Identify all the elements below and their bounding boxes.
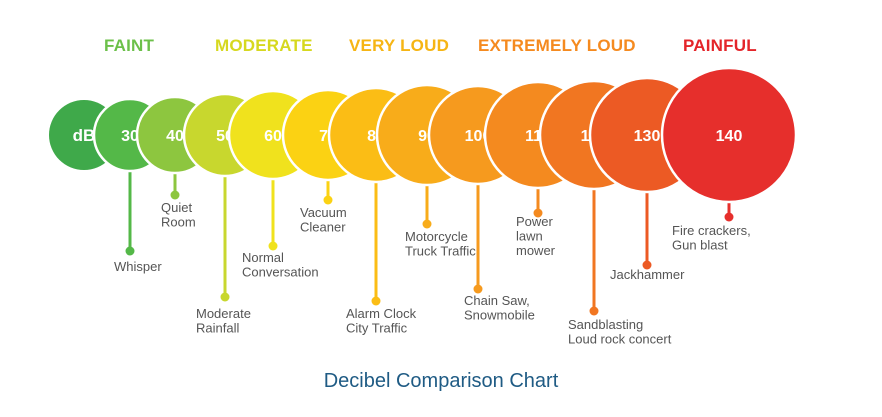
category-faint: FAINT bbox=[104, 36, 155, 55]
category-painful: PAINFUL bbox=[683, 36, 757, 55]
level-example-40: Quiet bbox=[161, 200, 192, 215]
category-moderate: MODERATE bbox=[215, 36, 313, 55]
level-example-40: Room bbox=[161, 215, 196, 230]
pin-dot-120 bbox=[589, 306, 599, 316]
category-extremely-loud: EXTREMELY LOUD bbox=[478, 36, 636, 55]
level-example-50: Moderate bbox=[196, 306, 251, 321]
pin-dot-100 bbox=[473, 284, 483, 294]
pin-dot-70 bbox=[323, 195, 333, 205]
pin-dot-80 bbox=[371, 296, 381, 306]
level-example-60: Conversation bbox=[242, 265, 319, 280]
level-example-90: Motorcycle bbox=[405, 229, 468, 244]
pin-dot-140 bbox=[724, 212, 734, 222]
level-example-130: Jackhammer bbox=[610, 267, 685, 282]
pin-dot-130 bbox=[642, 260, 652, 270]
level-example-80: City Traffic bbox=[346, 321, 408, 336]
level-example-140: Gun blast bbox=[672, 238, 728, 253]
pin-dot-30 bbox=[125, 246, 135, 256]
level-value-130: 130 bbox=[634, 128, 661, 145]
level-value-60: 60 bbox=[264, 128, 282, 145]
pin-dot-110 bbox=[533, 208, 543, 218]
level-example-100: Chain Saw, bbox=[464, 293, 530, 308]
level-example-110: Power bbox=[516, 214, 554, 229]
level-example-60: Normal bbox=[242, 250, 284, 265]
db-unit-label: dB bbox=[73, 126, 96, 145]
level-example-120: Sandblasting bbox=[568, 317, 643, 332]
level-value-140: 140 bbox=[716, 128, 743, 145]
level-example-110: mower bbox=[516, 243, 556, 258]
level-example-30: Whisper bbox=[114, 259, 162, 274]
pin-dot-60 bbox=[268, 241, 278, 251]
pin-dot-90 bbox=[422, 219, 432, 229]
level-value-40: 40 bbox=[166, 128, 184, 145]
category-very-loud: VERY LOUD bbox=[349, 36, 450, 55]
level-example-140: Fire crackers, bbox=[672, 223, 751, 238]
level-circle-140 bbox=[660, 66, 798, 204]
level-example-70: Cleaner bbox=[300, 220, 346, 235]
level-example-70: Vacuum bbox=[300, 205, 347, 220]
level-example-50: Rainfall bbox=[196, 321, 239, 336]
pin-dot-40 bbox=[170, 190, 180, 200]
chart-title: Decibel Comparison Chart bbox=[323, 370, 559, 392]
level-value-30: 30 bbox=[121, 128, 139, 145]
level-example-100: Snowmobile bbox=[464, 308, 535, 323]
level-example-80: Alarm Clock bbox=[346, 306, 417, 321]
pin-dot-50 bbox=[220, 292, 230, 302]
level-example-120: Loud rock concert bbox=[568, 332, 672, 347]
level-example-90: Truck Traffic bbox=[405, 244, 476, 259]
level-example-110: lawn bbox=[516, 229, 543, 244]
